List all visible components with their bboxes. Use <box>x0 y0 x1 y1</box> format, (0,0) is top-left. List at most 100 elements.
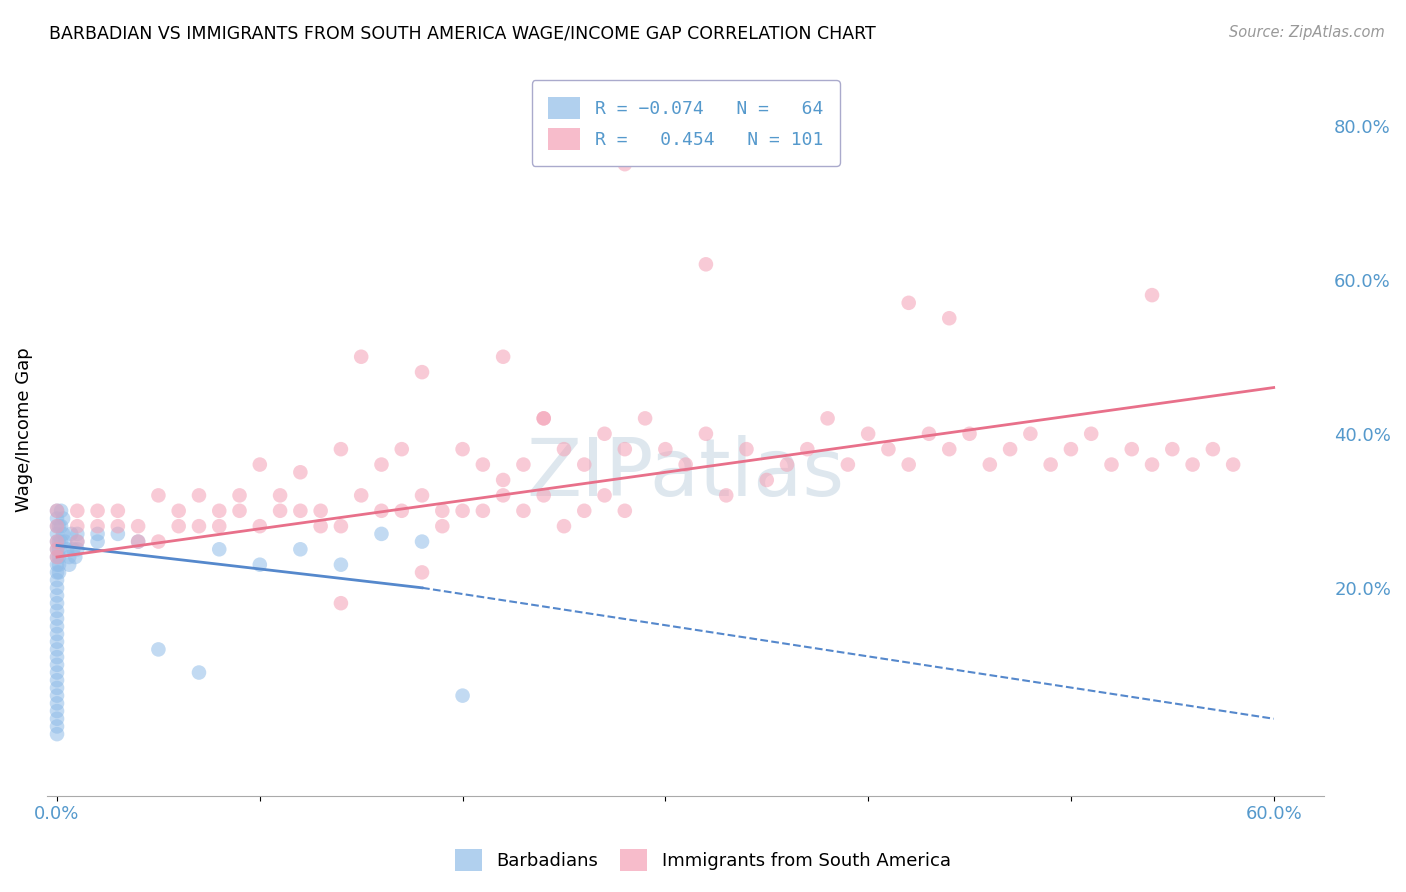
Point <box>46 504 69 518</box>
Point <box>471 504 494 518</box>
Point <box>66 519 89 533</box>
Legend: R = −0.074   N =   64, R =   0.454   N = 101: R = −0.074 N = 64, R = 0.454 N = 101 <box>531 80 839 166</box>
Y-axis label: Wage/Income Gap: Wage/Income Gap <box>15 348 32 512</box>
Point <box>58 558 80 572</box>
Point <box>49 504 72 518</box>
Point <box>938 442 960 457</box>
Point <box>1140 288 1163 302</box>
Point <box>148 642 170 657</box>
Point <box>228 504 250 518</box>
Point <box>48 534 70 549</box>
Point <box>56 542 79 557</box>
Point <box>451 504 474 518</box>
Point <box>46 657 69 672</box>
Point <box>46 704 69 718</box>
Point <box>208 519 231 533</box>
Point <box>46 534 69 549</box>
Point <box>269 504 291 518</box>
Point <box>654 442 676 457</box>
Point <box>148 534 170 549</box>
Point <box>52 527 75 541</box>
Point <box>1039 458 1062 472</box>
Point <box>48 558 70 572</box>
Point <box>309 519 332 533</box>
Point <box>48 519 70 533</box>
Point <box>290 542 312 557</box>
Point <box>329 519 352 533</box>
Point <box>249 558 271 572</box>
Legend: Barbadians, Immigrants from South America: Barbadians, Immigrants from South Americ… <box>449 842 957 879</box>
Point <box>613 442 636 457</box>
Point <box>897 295 920 310</box>
Point <box>86 504 108 518</box>
Point <box>1161 442 1184 457</box>
Point <box>492 488 515 502</box>
Point <box>1080 426 1102 441</box>
Point <box>46 589 69 603</box>
Point <box>451 442 474 457</box>
Point <box>208 504 231 518</box>
Point <box>695 257 717 271</box>
Point <box>350 488 373 502</box>
Point <box>249 458 271 472</box>
Point <box>46 634 69 648</box>
Point <box>776 458 799 472</box>
Point <box>46 511 69 525</box>
Text: Source: ZipAtlas.com: Source: ZipAtlas.com <box>1229 25 1385 40</box>
Point <box>127 534 149 549</box>
Point <box>370 527 392 541</box>
Point <box>1101 458 1123 472</box>
Point <box>66 504 89 518</box>
Point <box>46 642 69 657</box>
Point <box>65 549 87 564</box>
Point <box>66 534 89 549</box>
Point <box>716 488 738 502</box>
Point <box>471 458 494 472</box>
Text: ZIPatlas: ZIPatlas <box>527 434 845 513</box>
Point <box>46 549 69 564</box>
Point <box>675 458 697 472</box>
Point <box>46 681 69 695</box>
Point <box>46 665 69 680</box>
Point <box>46 673 69 688</box>
Point <box>1222 458 1244 472</box>
Point <box>46 689 69 703</box>
Point <box>86 519 108 533</box>
Point <box>107 527 129 541</box>
Point <box>613 504 636 518</box>
Point <box>46 519 69 533</box>
Point <box>46 504 69 518</box>
Point <box>46 527 69 541</box>
Point <box>918 426 941 441</box>
Point <box>432 519 454 533</box>
Point <box>46 619 69 633</box>
Point <box>574 504 596 518</box>
Point <box>837 458 859 472</box>
Point <box>877 442 900 457</box>
Point <box>755 473 778 487</box>
Point <box>290 504 312 518</box>
Point <box>897 458 920 472</box>
Point <box>46 627 69 641</box>
Point <box>46 573 69 587</box>
Point <box>329 442 352 457</box>
Point <box>127 519 149 533</box>
Point <box>329 596 352 610</box>
Point <box>208 542 231 557</box>
Point <box>58 549 80 564</box>
Point <box>856 426 879 441</box>
Point <box>391 442 413 457</box>
Point <box>269 488 291 502</box>
Point <box>167 519 190 533</box>
Point <box>432 504 454 518</box>
Point <box>86 534 108 549</box>
Point <box>370 504 392 518</box>
Point <box>62 542 84 557</box>
Point <box>411 534 433 549</box>
Point <box>1140 458 1163 472</box>
Point <box>167 504 190 518</box>
Point <box>249 519 271 533</box>
Point <box>66 534 89 549</box>
Point <box>46 696 69 710</box>
Text: BARBADIAN VS IMMIGRANTS FROM SOUTH AMERICA WAGE/INCOME GAP CORRELATION CHART: BARBADIAN VS IMMIGRANTS FROM SOUTH AMERI… <box>49 25 876 43</box>
